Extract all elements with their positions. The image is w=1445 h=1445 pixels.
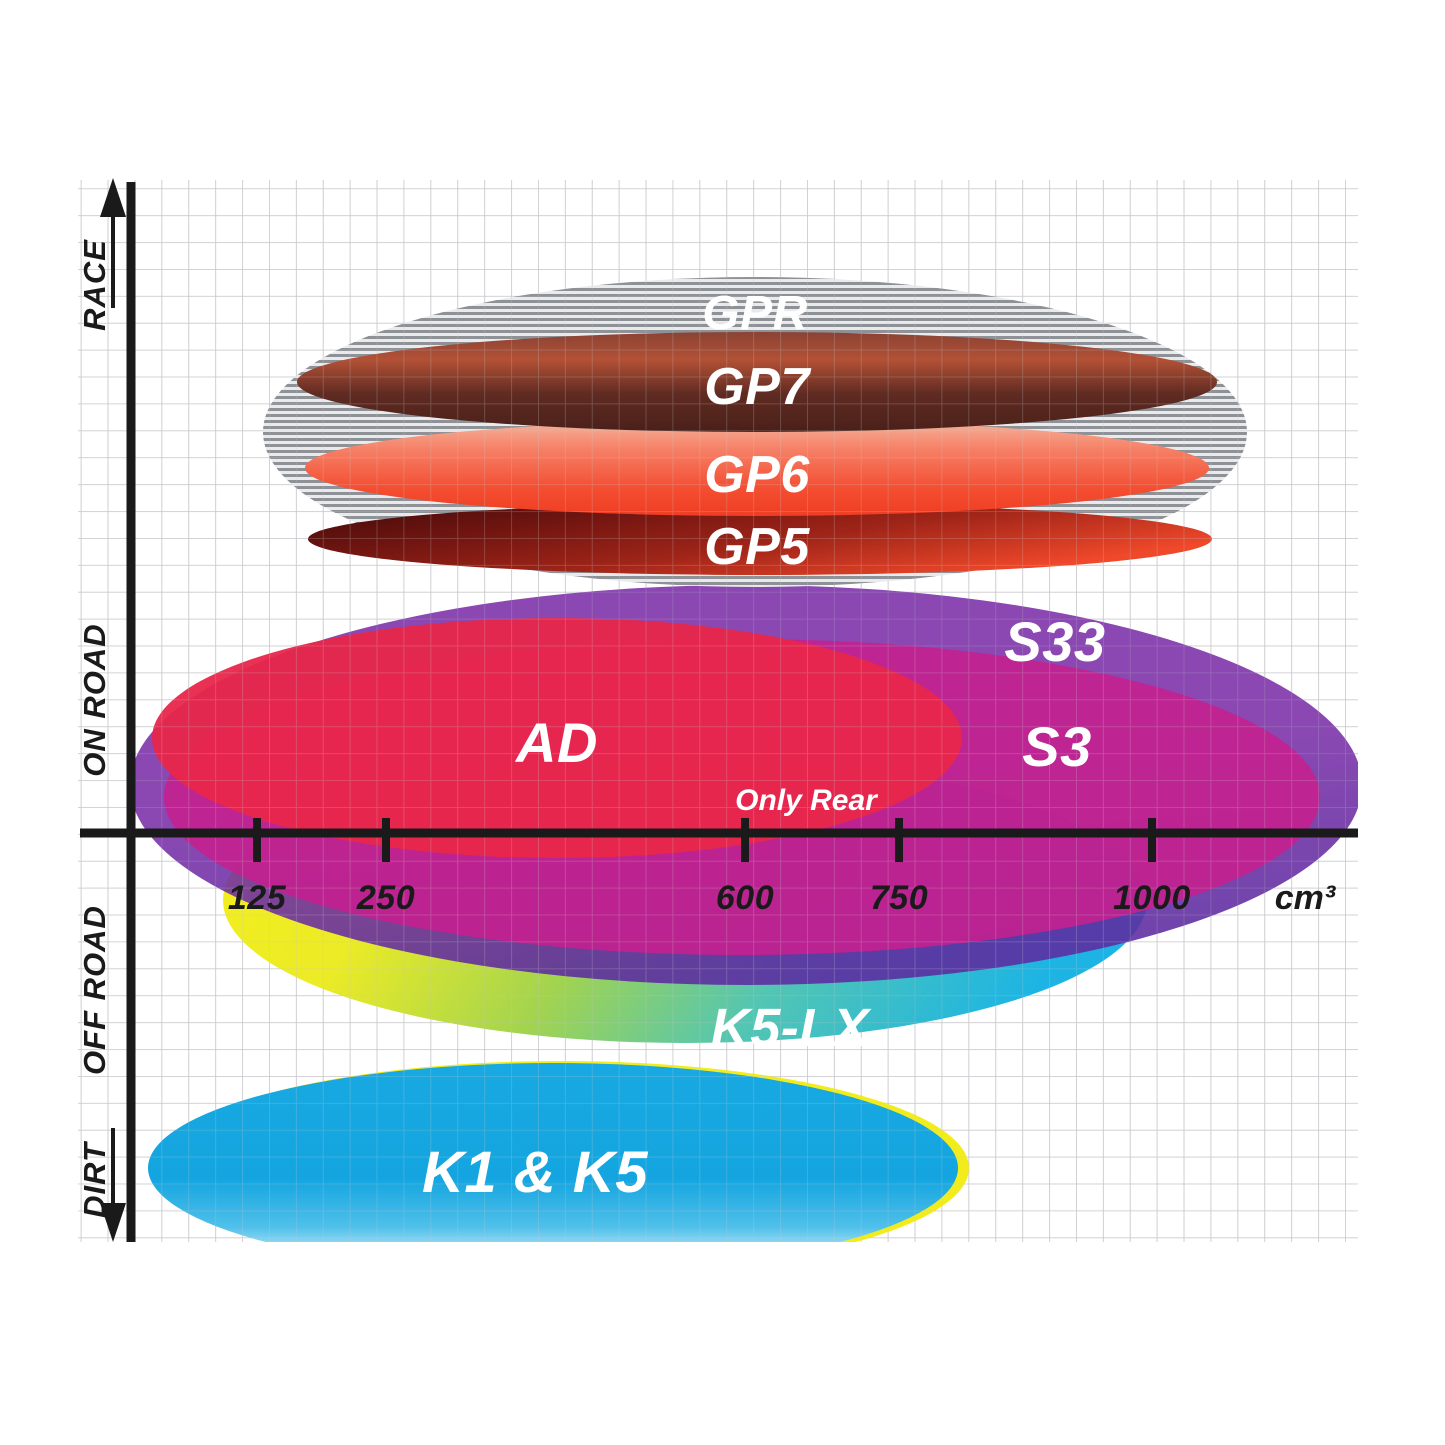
axis-lines [80, 182, 1358, 1242]
label-k1k5: K1 & K5 [422, 1140, 648, 1205]
x-tick-label-1000: 1000 [1113, 879, 1191, 917]
label-gpr: GPR [702, 287, 808, 340]
x-tick-label-750: 750 [870, 879, 928, 917]
annotation-only-rear: Only Rear [735, 784, 879, 817]
x-tick-label-600: 600 [716, 879, 774, 917]
race-arrow-icon [100, 178, 126, 308]
label-s33: S33 [1004, 610, 1105, 673]
x-tick-label-250: 250 [356, 879, 415, 917]
dirt-arrow-icon [100, 1128, 126, 1242]
y-label-dirt: DIRT [77, 1140, 112, 1218]
label-s3: S3 [1022, 715, 1092, 778]
label-ad: AD [514, 711, 598, 774]
label-gp6: GP6 [704, 446, 810, 504]
label-k5lx: K5-LX [711, 998, 872, 1058]
label-gp5: GP5 [704, 518, 810, 576]
y-label-off-road: OFF ROAD [77, 905, 112, 1075]
series-labels: GPR GP7 GP6 GP5 S33 S3 AD K5-LX K1 & K5 … [422, 287, 1105, 1205]
x-axis-tick-labels: 125 250 600 750 1000 cm³ [228, 879, 1337, 917]
y-label-race: RACE [77, 239, 112, 331]
y-axis-category-labels: RACE ON ROAD OFF ROAD DIRT [77, 239, 112, 1218]
x-axis-ticks [253, 818, 1156, 862]
label-gp7: GP7 [704, 358, 811, 416]
y-label-on-road: ON ROAD [77, 623, 112, 776]
x-axis-unit-label: cm³ [1275, 879, 1337, 917]
x-tick-label-125: 125 [228, 879, 287, 917]
